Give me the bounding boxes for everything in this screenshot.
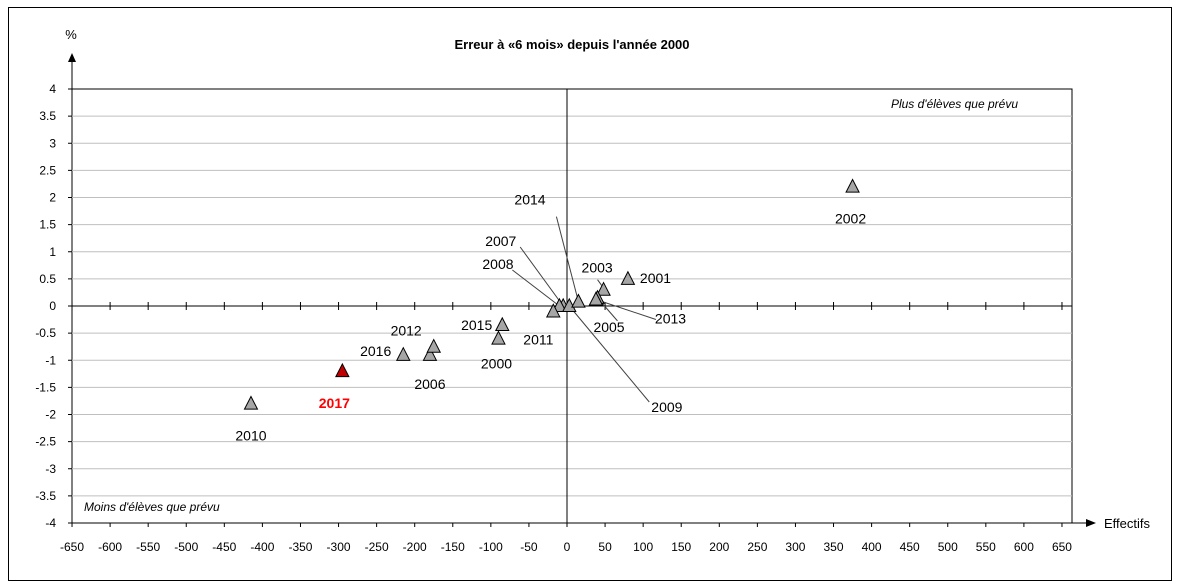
x-tick-label: -600 — [98, 540, 122, 554]
y-tick-label: 4 — [49, 82, 56, 96]
y-axis-label: % — [65, 27, 77, 42]
point-label-2007: 2007 — [485, 233, 516, 249]
leader-line-2014 — [555, 216, 579, 302]
data-point-2015 — [494, 316, 510, 332]
point-label-2015: 2015 — [461, 317, 492, 333]
x-tick-label: -450 — [212, 540, 236, 554]
data-point-2000 — [491, 330, 506, 345]
data-point-2017 — [335, 362, 350, 378]
data-point-2003 — [596, 281, 611, 296]
x-tick-label: 50 — [598, 540, 612, 554]
y-tick-label: -4 — [45, 516, 56, 530]
point-label-2011: 2011 — [523, 331, 553, 347]
point-label-2017: 2017 — [319, 395, 350, 411]
y-tick-label: 3.5 — [39, 109, 56, 123]
x-tick-label: 100 — [633, 540, 653, 554]
x-tick-label: -150 — [441, 540, 465, 554]
x-tick-label: -650 — [60, 540, 84, 554]
data-point-2006 — [422, 346, 438, 361]
point-label-2008: 2008 — [482, 256, 513, 272]
y-tick-label: -1.5 — [35, 380, 56, 394]
leader-line-2007 — [519, 246, 564, 307]
annotation-top-right: Plus d'élèves que prévu — [891, 97, 1018, 111]
data-point-2016 — [395, 346, 411, 361]
point-label-2010: 2010 — [235, 428, 266, 444]
data-point-2002 — [845, 178, 860, 193]
y-tick-label: -1 — [45, 353, 56, 367]
x-tick-label: -200 — [403, 540, 427, 554]
y-tick-label: -2 — [45, 408, 56, 422]
point-label-2002: 2002 — [835, 211, 866, 227]
y-tick-labels: 4 3.5 3 2.5 2 1.5 1 0.5 0 -0.5 -1 -1.5 -2 -2.5 -3 -3.5 -… — [35, 82, 56, 530]
y-tick-label: -3 — [45, 462, 56, 476]
x-tick-labels: -650 -600 -550 -500 -450 -400 -350 -300 -250 -200… — [60, 540, 1072, 554]
leader-lines — [512, 216, 657, 403]
y-tick-label: 0 — [49, 299, 56, 313]
point-label-2016: 2016 — [360, 343, 391, 359]
x-tick-label: 450 — [900, 540, 920, 554]
x-tick-label: -250 — [365, 540, 389, 554]
point-label-2012: 2012 — [391, 323, 422, 339]
leader-line-2008 — [512, 269, 560, 307]
point-label-2006: 2006 — [414, 376, 445, 392]
chart-title: Erreur à «6 mois» depuis l'année 2000 — [454, 37, 689, 52]
x-tick-label: -550 — [136, 540, 160, 554]
data-point-2001 — [620, 270, 636, 285]
x-tick-label: 600 — [1014, 540, 1034, 554]
point-label-2009: 2009 — [651, 399, 682, 415]
leader-line-2013 — [595, 299, 657, 320]
x-tick-label: -300 — [327, 540, 351, 554]
data-point-2010 — [243, 395, 259, 410]
y-tick-label: -2.5 — [35, 435, 56, 449]
x-tick-label: 550 — [976, 540, 996, 554]
x-tick-label: 300 — [785, 540, 805, 554]
x-tick-label: 650 — [1052, 540, 1072, 554]
point-label-2005: 2005 — [593, 319, 624, 335]
data-point-2014 — [571, 293, 586, 308]
y-tick-label: -0.5 — [35, 326, 56, 340]
data-point-2013 — [588, 291, 604, 306]
point-label-2003: 2003 — [582, 260, 613, 276]
y-tick-label: 1 — [49, 245, 56, 259]
y-tick-label: 0.5 — [39, 272, 56, 286]
data-point-2011 — [545, 303, 561, 318]
data-points — [243, 178, 860, 410]
x-tick-label: 500 — [938, 540, 958, 554]
y-tick-label: 2 — [49, 191, 56, 205]
leader-line-2009 — [568, 305, 650, 403]
point-label-2014: 2014 — [514, 192, 545, 208]
x-tick-label: 250 — [747, 540, 767, 554]
point-labels: 2000 2001 2002 2003 2005 2006 2007 2008 2009 2010… — [235, 192, 866, 444]
annotation-bottom-left: Moins d'élèves que prévu — [84, 500, 220, 514]
x-tick-label: 400 — [862, 540, 882, 554]
grid-lines — [72, 115, 1072, 497]
x-tick-label: 350 — [824, 540, 844, 554]
point-label-2000: 2000 — [481, 356, 512, 372]
y-tick-label: 1.5 — [39, 218, 56, 232]
x-tick-label: -400 — [250, 540, 274, 554]
y-tick-label: -3.5 — [35, 489, 56, 503]
x-axis-arrowhead — [1086, 519, 1096, 527]
point-label-2013: 2013 — [655, 310, 686, 326]
x-tick-label: 200 — [709, 540, 729, 554]
point-label-2001: 2001 — [640, 270, 671, 286]
data-point-2008 — [552, 297, 567, 313]
x-tick-label: -500 — [174, 540, 198, 554]
x-tick-label: 150 — [671, 540, 691, 554]
y-tick-label: 2.5 — [39, 163, 56, 177]
x-axis-label: Effectifs — [1104, 516, 1151, 531]
y-tick-label: 3 — [49, 136, 56, 150]
y-axis-arrowhead — [68, 53, 76, 62]
x-tick-label: -100 — [479, 540, 503, 554]
data-point-2012 — [426, 338, 442, 353]
x-tick-label: -50 — [520, 540, 538, 554]
x-tick-label: -350 — [288, 540, 312, 554]
x-tick-label: 0 — [564, 540, 571, 554]
